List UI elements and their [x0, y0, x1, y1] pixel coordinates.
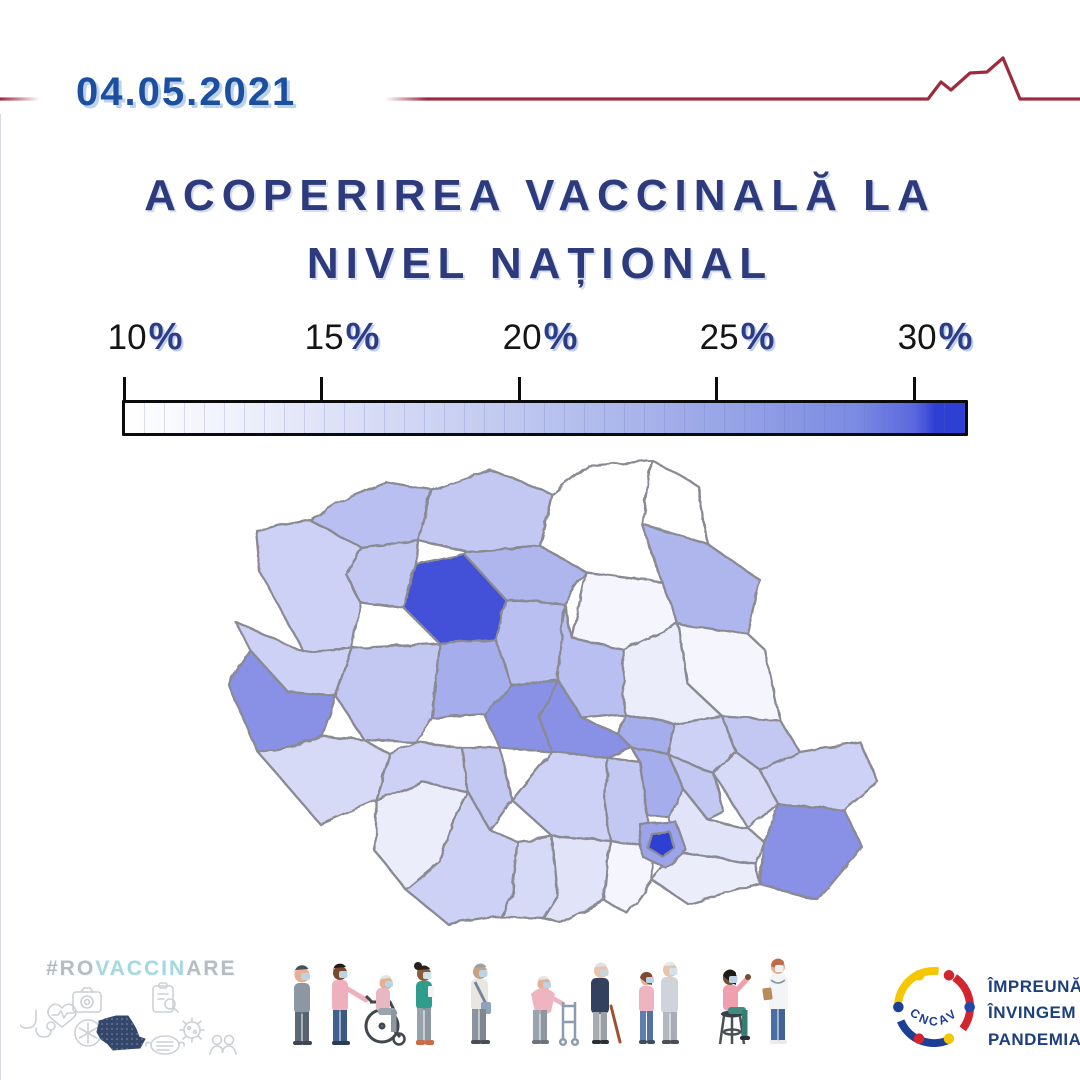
percent-sign: % — [345, 316, 380, 358]
person-woman-and-oldman — [639, 961, 679, 1044]
virus-icon — [179, 1017, 205, 1043]
county-arges — [510, 750, 612, 842]
clipboard-search-icon — [152, 982, 179, 1013]
legend-tick — [320, 377, 323, 401]
county-bucuresti — [646, 830, 676, 858]
county-bihor — [254, 518, 364, 654]
slogan-line-3: PANDEMIA — [988, 1029, 1080, 1049]
county-constanta — [758, 802, 864, 902]
romania-choropleth-map — [226, 458, 880, 926]
cncav-logo-people-heads — [893, 970, 975, 1044]
legend-gradient-bar — [122, 400, 968, 436]
heart-pulse-icon — [47, 1003, 77, 1029]
stethoscope-icon — [20, 1009, 56, 1038]
legend-label-10: 10% — [107, 316, 183, 358]
report-date: 04.05.2021 — [76, 70, 297, 114]
person-vaccinated-on-stool — [718, 969, 751, 1045]
legend-label-20: 20% — [502, 316, 578, 358]
county-caras-severin — [256, 734, 392, 826]
percent-sign: % — [148, 316, 183, 358]
camera-icon — [72, 987, 102, 1013]
county-braila — [712, 750, 780, 830]
romania-map-icon — [96, 1015, 146, 1051]
slogan-line-1: ÎMPREUNĂ — [988, 977, 1080, 996]
heartbeat-accent-line — [0, 56, 1080, 101]
title-line-1: ACOPERIREA VACCINALĂ LA — [144, 171, 936, 220]
person-man-bag — [471, 963, 491, 1044]
people-queue-illustration — [293, 958, 788, 1047]
cncav-logo-red-arc — [893, 966, 975, 1048]
legend-label-25: 25% — [699, 316, 775, 358]
cncav-logo: CNCAV — [893, 966, 975, 1048]
left-edge-rule — [0, 114, 1, 1080]
percent-sign: % — [543, 316, 578, 358]
title-line-2: NIVEL NAȚIONAL — [306, 239, 774, 289]
county-calarasi — [650, 850, 762, 906]
page-title: ACOPERIREA VACCINALĂ LA NIVEL NAȚIONAL — [0, 162, 1080, 298]
legend-tick — [913, 377, 916, 401]
cncav-slogan: ÎMPREUNĂ ÎNVINGEM PANDEMIA — [988, 974, 1080, 1053]
percent-sign: % — [740, 316, 775, 358]
legend-tick — [518, 377, 521, 401]
rovaccinare-hashtag: #ROVACCINARE — [46, 957, 237, 980]
svg-text:CNCAV: CNCAV — [907, 1006, 961, 1029]
percent-sign: % — [938, 316, 973, 358]
people-icon — [209, 1034, 237, 1055]
watermark-icon-cluster — [20, 982, 237, 1055]
person-caregiver-wheelchair — [332, 963, 406, 1046]
person-oldman-cane — [591, 962, 622, 1044]
face-mask-icon — [145, 1035, 185, 1055]
legend-tick — [715, 377, 718, 401]
person-nurse — [414, 962, 434, 1045]
legend-tick — [123, 377, 126, 401]
slogan-line-2: ÎNVINGEM — [988, 1003, 1077, 1023]
person-elderly-walker — [531, 975, 580, 1047]
legend-label-30: 30% — [897, 316, 973, 358]
county-valcea — [460, 746, 514, 832]
legend-label-15: 15% — [304, 316, 380, 358]
person-man — [293, 965, 312, 1045]
county-maramures — [416, 468, 554, 554]
county-hunedoara — [334, 642, 442, 744]
rovaccinare-watermark: #ROVACCINARE — [20, 950, 250, 1075]
county-brasov — [538, 678, 634, 760]
accent-line-zigzag — [385, 56, 1080, 101]
person-nurse-clipboard — [762, 958, 788, 1044]
cncav-logo-text: CNCAV — [907, 1006, 958, 1029]
